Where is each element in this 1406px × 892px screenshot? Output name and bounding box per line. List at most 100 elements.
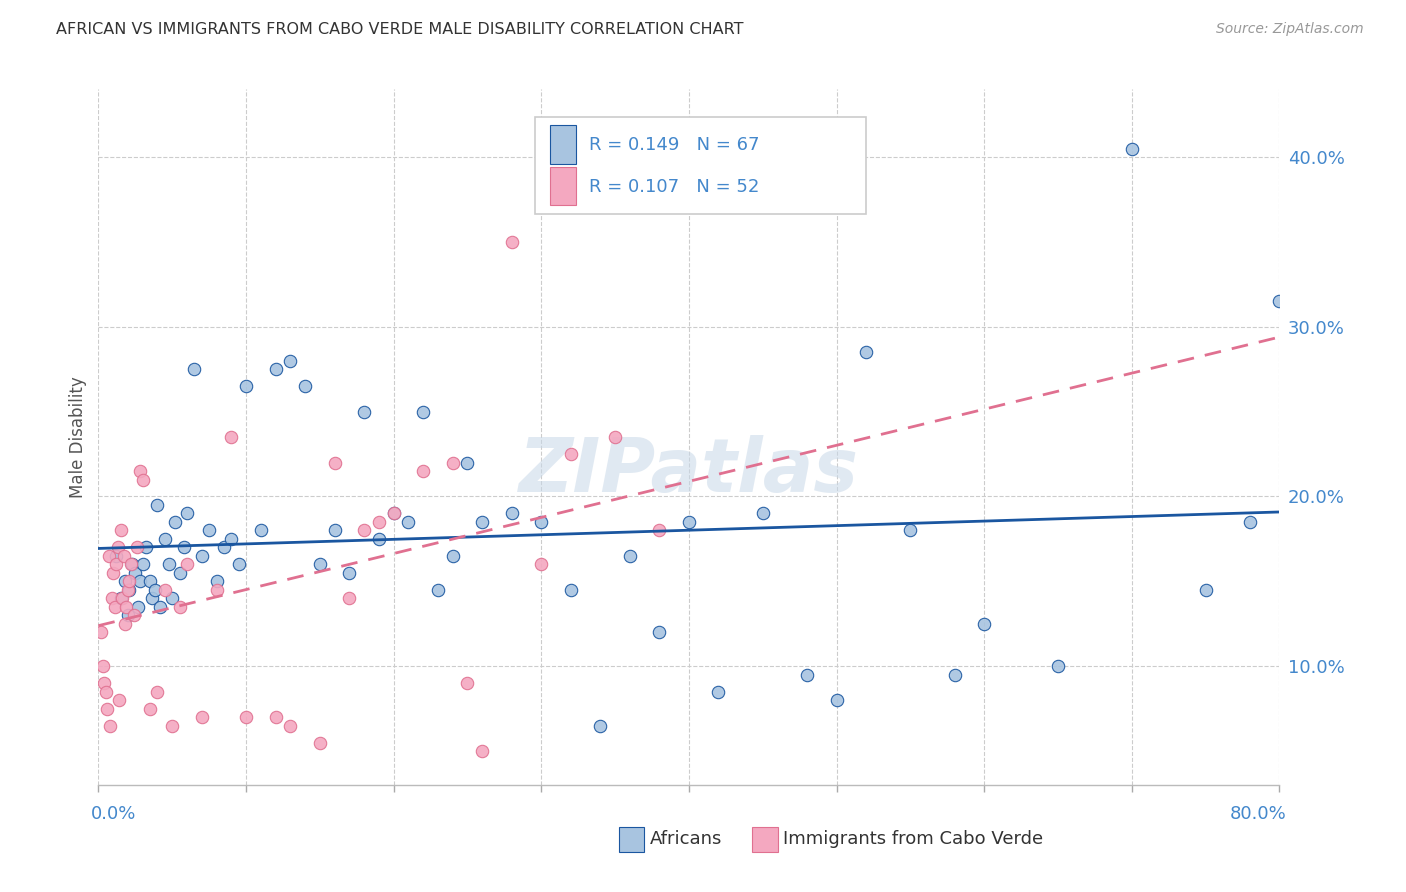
Point [382,507,405,521]
Point [153,582,176,597]
Point [118,574,141,589]
Point [560,582,582,597]
Point [118,582,141,597]
Point [93,676,115,690]
Point [441,549,464,563]
Point [560,447,582,461]
Point [146,498,169,512]
Point [264,362,287,376]
Text: AFRICAN VS IMMIGRANTS FROM CABO VERDE MALE DISABILITY CORRELATION CHART: AFRICAN VS IMMIGRANTS FROM CABO VERDE MA… [56,22,744,37]
Point [169,599,191,614]
Bar [550,167,575,205]
Point [441,456,464,470]
Text: R = 0.149   N = 67: R = 0.149 N = 67 [589,136,759,153]
Point [105,549,128,563]
Text: ZIPatlas: ZIPatlas [519,435,859,508]
Point [530,558,553,572]
Point [280,353,302,368]
Point [107,541,129,555]
Point [943,667,966,681]
Point [100,591,122,606]
Point [104,599,127,614]
Point [165,515,187,529]
Point [132,473,155,487]
Point [128,574,150,589]
Point [353,404,375,418]
Point [280,718,302,732]
Point [530,515,553,529]
Point [707,684,730,698]
Point [139,574,162,589]
Point [153,532,176,546]
Point [382,507,405,521]
Text: Africans: Africans [650,830,721,848]
Point [855,345,877,359]
Point [323,456,346,470]
Point [294,379,316,393]
Point [471,744,494,758]
Point [117,608,139,623]
Point [235,710,257,724]
Point [457,456,479,470]
Point [114,574,136,589]
Point [90,625,112,640]
Text: R = 0.107   N = 52: R = 0.107 N = 52 [589,178,759,195]
Point [1195,582,1218,597]
Point [117,582,139,597]
Point [112,549,135,563]
Point [648,524,671,538]
Point [309,735,332,749]
Point [132,558,155,572]
Point [339,591,361,606]
Point [205,574,228,589]
Point [228,558,250,572]
Point [169,566,191,580]
Point [173,541,195,555]
Point [191,710,214,724]
Point [1047,659,1070,673]
Point [146,684,169,698]
Point [162,718,183,732]
Point [157,558,180,572]
Point [501,507,523,521]
Text: Immigrants from Cabo Verde: Immigrants from Cabo Verde [783,830,1043,848]
Point [900,524,922,538]
Point [368,515,391,529]
Point [323,524,346,538]
Point [368,532,391,546]
Point [125,541,148,555]
Point [250,524,273,538]
Point [309,558,332,572]
Point [111,591,134,606]
Point [221,532,243,546]
Point [973,616,995,631]
Point [149,599,172,614]
Point [648,625,671,640]
Point [427,582,450,597]
Point [96,701,118,715]
Point [122,608,145,623]
Point [264,710,287,724]
Text: 0.0%: 0.0% [91,805,136,823]
Y-axis label: Male Disability: Male Disability [69,376,87,498]
Point [235,379,257,393]
Point [1239,515,1261,529]
Point [589,718,612,732]
Point [139,701,162,715]
Point [91,659,114,673]
Point [105,558,128,572]
Text: 80.0%: 80.0% [1230,805,1286,823]
Point [176,507,198,521]
Point [212,541,235,555]
Point [97,549,120,563]
Point [205,582,228,597]
Point [183,362,205,376]
Point [605,430,627,444]
Point [162,591,183,606]
Point [191,549,214,563]
Point [128,464,150,478]
Point [457,676,479,690]
Point [110,524,132,538]
Point [825,693,848,707]
Point [678,515,700,529]
